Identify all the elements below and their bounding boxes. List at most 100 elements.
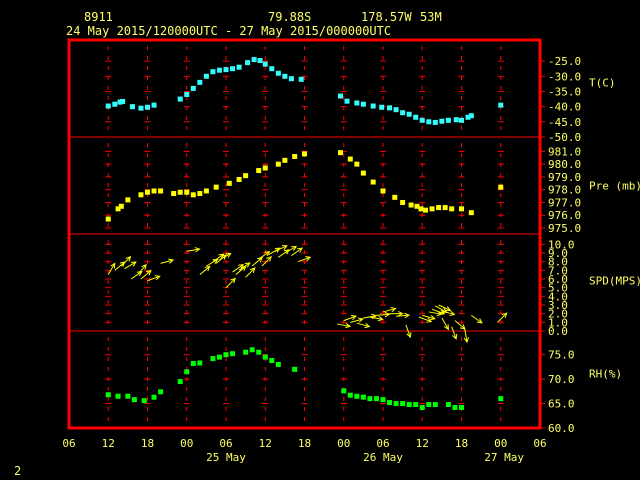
wind-vector <box>251 257 263 267</box>
panel-label: T(C) <box>589 77 616 90</box>
relative_humidity-point <box>141 398 147 404</box>
temperature-point <box>413 114 419 120</box>
wind-arrowhead <box>225 252 232 258</box>
relative_humidity-point <box>432 402 438 408</box>
pressure-point <box>151 188 157 194</box>
relative_humidity-point <box>413 402 419 408</box>
relative_humidity-point <box>249 347 255 353</box>
relative_humidity-point <box>354 393 360 399</box>
relative_humidity-point <box>292 366 298 372</box>
pressure-point <box>236 176 242 182</box>
pressure-point <box>177 189 183 195</box>
wind-vector <box>363 315 377 319</box>
pressure-point <box>418 206 424 212</box>
temperature-point <box>370 103 376 109</box>
y-tick-label: -25.0 <box>548 55 581 68</box>
wind-arrowhead <box>350 315 358 321</box>
date-label: 27 May <box>484 451 524 464</box>
pressure-point <box>429 206 435 212</box>
pressure-point <box>184 189 190 195</box>
relative_humidity-point <box>262 354 268 360</box>
relative_humidity-point <box>177 379 183 385</box>
pressure-point <box>436 205 442 211</box>
pressure-point <box>292 153 298 159</box>
pressure-point <box>115 206 121 212</box>
time-range: 24 May 2015/120000UTC - 27 May 2015/0000… <box>66 24 392 38</box>
temperature-point <box>210 69 216 75</box>
relative_humidity-point <box>373 396 379 402</box>
wind-vector <box>396 314 410 317</box>
wind-arrowhead <box>364 322 371 329</box>
wind-arrowhead <box>141 263 147 270</box>
wind-arrowhead <box>305 256 312 262</box>
pressure-point <box>262 165 268 171</box>
wind-arrowhead <box>283 249 290 255</box>
wind-vector <box>350 318 363 323</box>
relative_humidity-point <box>197 360 203 366</box>
wind-vector <box>435 305 447 313</box>
x-tick-label: 18 <box>298 437 311 450</box>
wind-arrowhead <box>194 247 201 253</box>
x-tick-label: 06 <box>376 437 389 450</box>
temperature-point <box>406 111 412 117</box>
y-tick-label: 70.0 <box>548 373 575 386</box>
x-tick-label: 12 <box>259 437 272 450</box>
pressure-point <box>138 192 144 198</box>
temperature-point <box>360 101 366 107</box>
wind-vector <box>369 316 383 320</box>
wind-vector <box>261 256 272 267</box>
relative_humidity-point <box>115 393 121 399</box>
temperature-point <box>459 117 464 123</box>
panel-label: Pre (mb) <box>589 180 640 193</box>
wind-vector <box>235 265 247 276</box>
pressure-point <box>400 199 406 205</box>
pressure-point <box>442 205 448 211</box>
temperature-point <box>498 102 504 108</box>
temperature-point <box>379 104 385 110</box>
wind-vector <box>376 313 390 316</box>
wind-arrowhead <box>154 275 161 281</box>
wind-vector <box>274 245 288 252</box>
temperature-point <box>468 113 474 119</box>
relative_humidity-point <box>151 394 157 400</box>
temperature-point <box>184 92 190 97</box>
relative_humidity-point <box>347 392 353 398</box>
relative_humidity-point <box>190 360 196 366</box>
y-tick-label: 980.0 <box>548 158 581 171</box>
wind-vector <box>186 248 200 252</box>
plot-frame <box>67 38 542 430</box>
pressure-point <box>347 156 353 162</box>
temperature-point <box>288 76 294 82</box>
pressure-point <box>118 203 124 209</box>
relative_humidity-point <box>223 352 229 358</box>
pressure-point <box>337 150 343 156</box>
y-tick-label: 9.0 <box>548 247 568 260</box>
temperature-point <box>129 104 135 110</box>
pressure-point <box>282 157 288 163</box>
wind-vector <box>441 310 455 315</box>
relative_humidity-point <box>216 354 222 360</box>
wind-vector <box>232 264 244 273</box>
wind-arrowhead <box>168 258 175 264</box>
temperature-point <box>453 117 459 123</box>
y-tick-label: -50.0 <box>548 131 581 144</box>
temperature-point <box>203 73 209 79</box>
y-tick-label: 981.0 <box>548 145 581 158</box>
pressure-point <box>414 203 420 209</box>
wind-vector <box>418 316 432 323</box>
pressure-point <box>203 188 209 194</box>
temperature-point <box>223 67 229 73</box>
wind-arrowhead <box>404 312 411 319</box>
wind-vector <box>219 253 231 261</box>
y-tick-label: 6.0 <box>548 273 568 286</box>
elevation: 53M <box>420 10 442 24</box>
temperature-point <box>117 99 123 105</box>
relative_humidity-point <box>269 358 275 364</box>
relative_humidity-point <box>125 393 131 399</box>
relative_humidity-point <box>341 388 347 394</box>
wind-arrowhead <box>204 265 211 272</box>
wind-arrowhead <box>221 254 227 260</box>
temperature-point <box>120 98 126 104</box>
temperature-point <box>145 104 150 110</box>
